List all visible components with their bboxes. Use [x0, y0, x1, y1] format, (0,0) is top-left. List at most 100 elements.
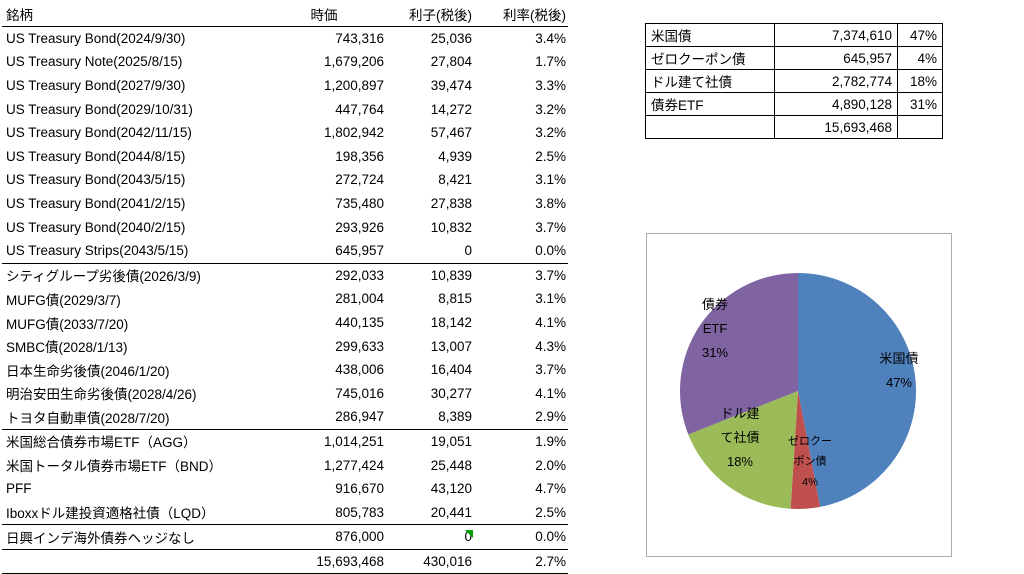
total-value-cell: 15,693,468: [316, 553, 384, 569]
market-value-cell: 1,014,251: [323, 433, 384, 449]
amount-cell: 4,890,128: [774, 92, 898, 116]
table-row: US Treasury Bond(2029/10/31) 447,764 14,27…: [2, 97, 568, 121]
pie-slice-1: [798, 273, 916, 507]
security-name-cell: 日興インデ海外債券ヘッジなし: [6, 530, 195, 546]
total-rate-cell: 2.7%: [535, 553, 566, 569]
summary-row: ゼロクーポン債 645,957 4%: [645, 46, 943, 70]
column-header-value: 時価: [310, 7, 338, 23]
rate-cell: 3.7%: [535, 219, 566, 235]
rate-cell: 1.9%: [535, 433, 566, 449]
rate-cell: 3.7%: [535, 362, 566, 378]
security-name-cell: US Treasury Bond(2044/8/15): [6, 148, 186, 164]
security-name-cell: US Treasury Bond(2027/9/30): [6, 78, 186, 94]
interest-cell: 39,474: [430, 78, 472, 94]
table-total-row: 15,693,468 430,016 2.7%: [2, 550, 568, 574]
table-row: 明治安田生命劣後債(2028/4/26) 745,016 30,277 4.1%: [2, 382, 568, 406]
interest-cell: 10,832: [430, 219, 472, 235]
table-row: US Treasury Bond(2024/9/30) 743,316 25,036…: [2, 27, 568, 51]
table-row: Iboxxドル建投資適格社債（LQD） 805,783 20,441 2.5%: [2, 500, 568, 526]
table-row: US Treasury Note(2025/8/15) 1,679,206 27,8…: [2, 50, 568, 74]
pie-chart-canvas: [680, 273, 916, 509]
rate-cell: 3.1%: [535, 172, 566, 188]
pie-slice-2: [790, 391, 821, 509]
market-value-cell: 293,926: [335, 219, 384, 235]
security-name-cell: US Treasury Note(2025/8/15): [6, 54, 183, 70]
table-row: MUFG債(2033/7/20) 440,135 18,142 4.1%: [2, 311, 568, 335]
percent-cell: 18%: [897, 69, 943, 93]
security-name-cell: US Treasury Bond(2042/11/15): [6, 125, 192, 141]
interest-cell: 20,441: [430, 504, 472, 520]
category-cell: 債券ETF: [645, 92, 775, 116]
rate-cell: 4.1%: [535, 315, 566, 331]
security-name-cell: US Treasury Strips(2043/5/15): [6, 243, 189, 259]
market-value-cell: 447,764: [335, 101, 384, 117]
table-row: US Treasury Bond(2042/11/15) 1,802,942 57,…: [2, 121, 568, 145]
interest-cell: 8,421: [438, 172, 472, 188]
percent-cell: 4%: [897, 46, 943, 70]
rate-cell: 4.3%: [535, 338, 566, 354]
table-row: 米国トータル債券市場ETF（BND） 1,277,424 25,448 2.0%: [2, 453, 568, 477]
market-value-cell: 299,633: [335, 338, 384, 354]
market-value-cell: 743,316: [335, 30, 384, 46]
market-value-cell: 286,947: [335, 409, 384, 425]
security-name-cell: US Treasury Bond(2041/2/15): [6, 196, 186, 212]
security-name-cell: US Treasury Bond(2029/10/31): [6, 101, 193, 117]
security-name-cell: MUFG債(2029/3/7): [6, 292, 121, 308]
pie-slice-3: [688, 391, 798, 509]
interest-cell: 0: [464, 243, 472, 259]
security-name-cell: 米国トータル債券市場ETF（BND）: [6, 459, 222, 475]
pie-slice-4: [680, 273, 798, 435]
interest-cell: 19,051: [430, 433, 472, 449]
table-row: 日興インデ海外債券ヘッジなし 876,000 0 0.0%: [2, 525, 568, 550]
rate-cell: 2.5%: [535, 504, 566, 520]
comment-marker-icon: [465, 530, 473, 539]
security-name-cell: US Treasury Bond(2043/5/15): [6, 172, 186, 188]
rate-cell: 3.8%: [535, 196, 566, 212]
security-name-cell: シティグループ劣後債(2026/3/9): [6, 269, 201, 285]
pie-label: ゼロクー ポン債 4%: [788, 435, 832, 489]
market-value-cell: 272,724: [335, 172, 384, 188]
interest-cell: 10,839: [430, 267, 472, 283]
market-value-cell: 876,000: [335, 529, 384, 545]
rate-cell: 2.0%: [535, 457, 566, 473]
market-value-cell: 281,004: [335, 291, 384, 307]
market-value-cell: 745,016: [335, 385, 384, 401]
percent-cell: [897, 115, 943, 139]
amount-cell: 15,693,468: [774, 115, 898, 139]
security-name-cell: SMBC債(2028/1/13): [6, 340, 128, 356]
security-name-cell: US Treasury Bond(2040/2/15): [6, 219, 186, 235]
summary-table: 米国債 7,374,610 47% ゼロクーポン債 645,957 4% ドル建て社債 2,7…: [645, 23, 943, 139]
table-row: 米国総合債券市場ETF（AGG） 1,014,251 19,051 1.9%: [2, 430, 568, 454]
security-name-cell: MUFG債(2033/7/20): [6, 316, 129, 332]
summary-table-body: 米国債 7,374,610 47% ゼロクーポン債 645,957 4% ドル建て社債 2,7…: [645, 23, 943, 139]
rate-cell: 3.7%: [535, 267, 566, 283]
column-header-interest: 利子(税後): [409, 7, 472, 23]
interest-cell: 57,467: [430, 125, 472, 141]
rate-cell: 4.7%: [535, 481, 566, 497]
interest-cell: 8,815: [438, 291, 472, 307]
security-name-cell: US Treasury Bond(2024/9/30): [6, 30, 186, 46]
pie-label: 債券 ETF 31%: [701, 296, 729, 361]
market-value-cell: 1,200,897: [323, 78, 384, 94]
interest-cell: 43,120: [430, 481, 472, 497]
category-cell: ドル建て社債: [645, 69, 775, 93]
rate-cell: 3.4%: [535, 30, 566, 46]
security-name-cell: 米国総合債券市場ETF（AGG）: [6, 435, 197, 451]
amount-cell: 7,374,610: [774, 23, 898, 47]
rate-cell: 3.1%: [535, 291, 566, 307]
security-name-cell: 日本生命劣後債(2046/1/20): [6, 363, 170, 379]
interest-cell: 27,838: [430, 196, 472, 212]
amount-cell: 2,782,774: [774, 69, 898, 93]
summary-row: 15,693,468: [645, 115, 943, 139]
table-row: US Treasury Bond(2044/8/15) 198,356 4,939 2…: [2, 145, 568, 169]
percent-cell: 31%: [897, 92, 943, 116]
market-value-cell: 438,006: [335, 362, 384, 378]
security-name-cell: トヨタ自動車債(2028/7/20): [6, 410, 170, 426]
table-row: 日本生命劣後債(2046/1/20) 438,006 16,404 3.7%: [2, 358, 568, 382]
summary-row: 米国債 7,374,610 47%: [645, 23, 943, 47]
security-name-cell: 明治安田生命劣後債(2028/4/26): [6, 387, 197, 403]
rate-cell: 2.9%: [535, 409, 566, 425]
rate-cell: 3.2%: [535, 101, 566, 117]
interest-cell: 13,007: [430, 338, 472, 354]
table-row: SMBC債(2028/1/13) 299,633 13,007 4.3%: [2, 334, 568, 358]
